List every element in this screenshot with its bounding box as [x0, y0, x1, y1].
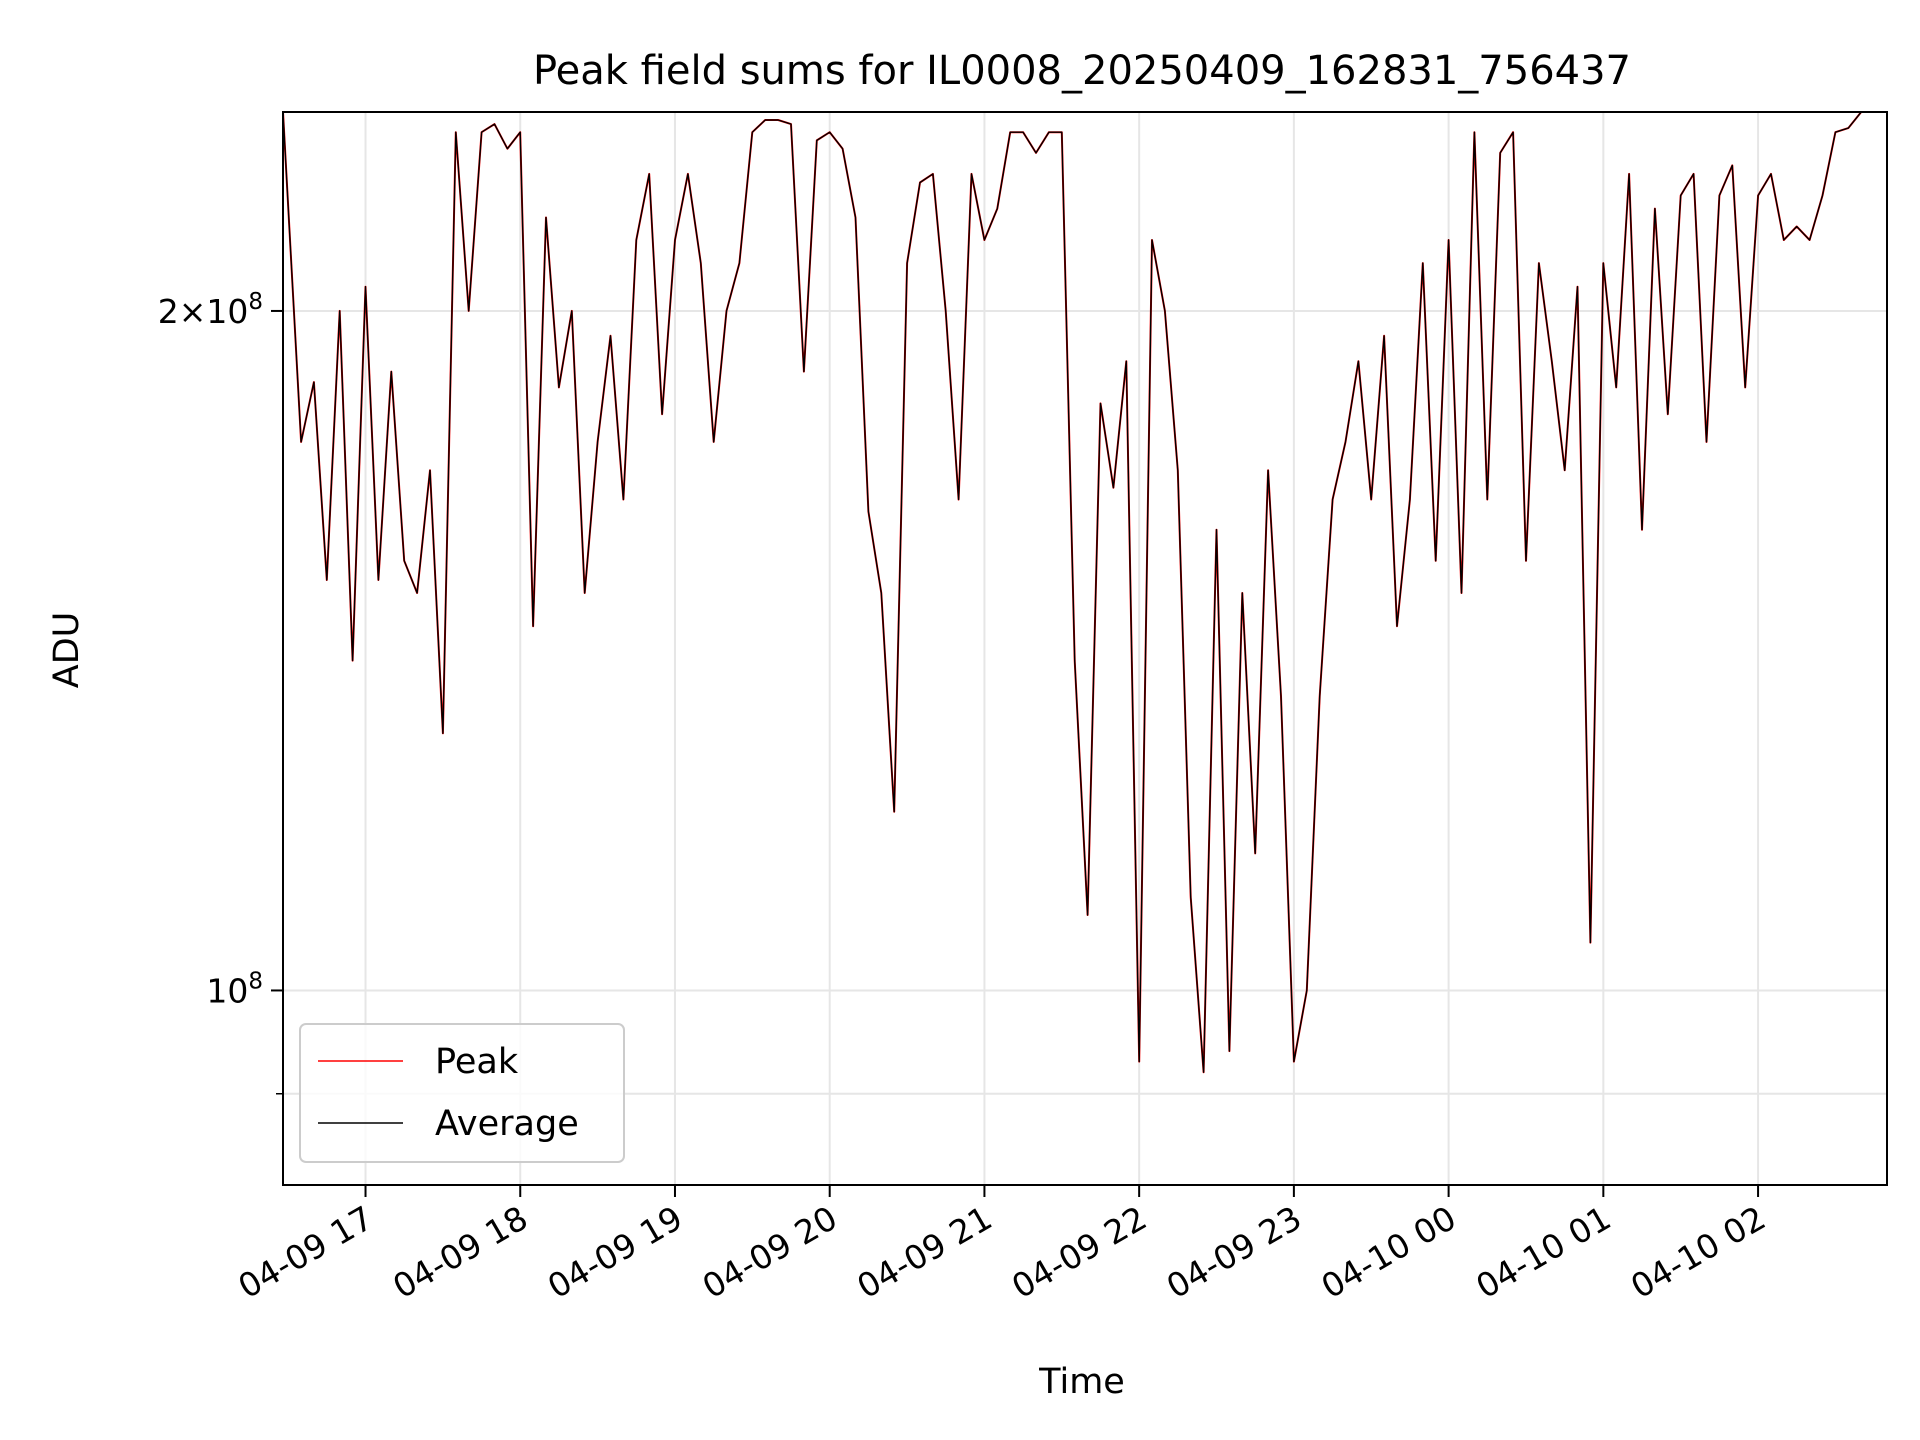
legend-label-average: Average	[435, 1104, 579, 1144]
legend-box	[299, 1023, 625, 1163]
legend: Peak Average	[299, 1023, 625, 1163]
legend-label-peak: Peak	[435, 1042, 519, 1082]
series-layer	[283, 112, 1862, 1074]
y-tick-label: 2×108	[158, 289, 263, 331]
x-axis-label: Time	[1038, 1362, 1125, 1402]
chart-title: Peak field sums for IL0008_20250409_1628…	[533, 48, 1631, 94]
y-axis-label: ADU	[47, 612, 87, 689]
series-line-average	[283, 112, 1862, 1073]
plot-frame	[282, 111, 1888, 1186]
